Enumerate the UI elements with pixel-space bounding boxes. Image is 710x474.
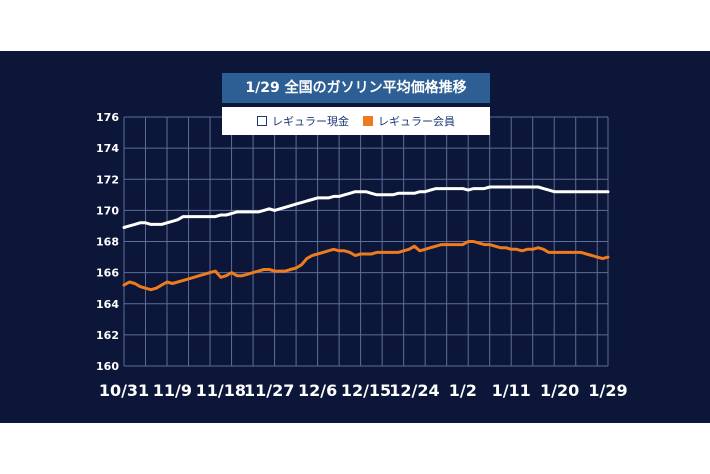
legend-label-member: レギュラー会員 xyxy=(378,115,455,128)
legend-item-member: レギュラー会員 xyxy=(363,113,455,129)
y-tick-label: 170 xyxy=(96,204,119,217)
legend-swatch-cash xyxy=(257,116,267,126)
y-tick-label: 172 xyxy=(96,173,119,186)
legend-item-cash: レギュラー現金 xyxy=(257,113,349,129)
legend-swatch-member xyxy=(363,116,373,126)
x-tick-label: 12/6 xyxy=(298,381,337,400)
x-tick-label: 12/24 xyxy=(389,381,439,400)
x-tick-label: 11/18 xyxy=(196,381,246,400)
x-tick-label: 11/9 xyxy=(153,381,192,400)
y-tick-label: 168 xyxy=(96,236,119,249)
series-line-cash xyxy=(122,185,610,229)
legend-label-cash: レギュラー現金 xyxy=(272,115,349,128)
y-tick-label: 164 xyxy=(96,298,119,311)
x-tick-label: 11/27 xyxy=(244,381,294,400)
y-tick-label: 176 xyxy=(96,111,119,124)
x-tick-label: 1/20 xyxy=(540,381,579,400)
y-tick-label: 166 xyxy=(96,267,119,280)
x-tick-label: 1/29 xyxy=(588,381,627,400)
x-tick-label: 12/15 xyxy=(341,381,391,400)
series-line-member xyxy=(122,240,610,292)
y-tick-label: 162 xyxy=(96,329,119,342)
y-tick-label: 160 xyxy=(96,360,119,373)
x-tick-label: 1/2 xyxy=(449,381,477,400)
x-tick-label: 1/11 xyxy=(492,381,531,400)
y-tick-label: 174 xyxy=(96,142,119,155)
legend: レギュラー現金 レギュラー会員 xyxy=(222,107,490,135)
x-tick-label: 10/31 xyxy=(99,381,149,400)
chart-title: 1/29 全国のガソリン平均価格推移 xyxy=(222,73,490,103)
